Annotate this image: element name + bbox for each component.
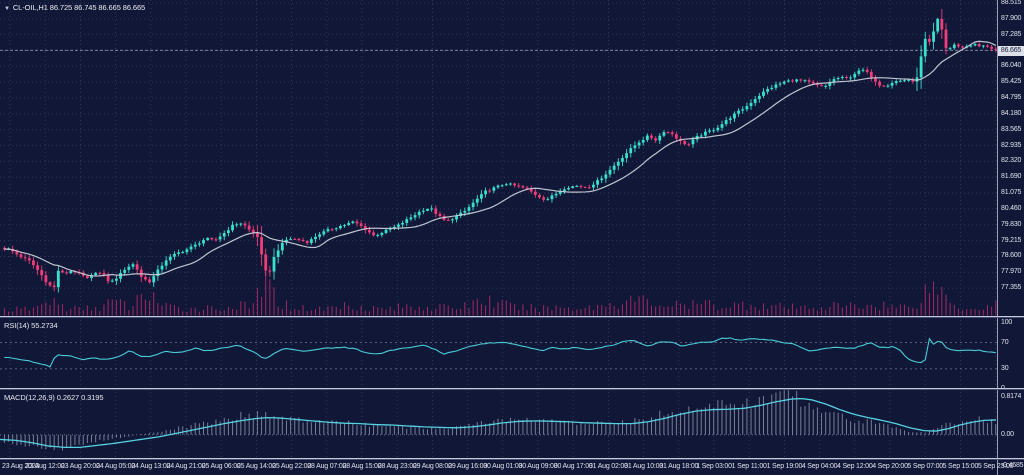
price-tick-label: 80.460 [1001, 204, 1022, 212]
macd-label: MACD(12,26,9) 0.2627 0.3195 [4, 393, 104, 402]
price-tick-label: 88.515 [1001, 0, 1022, 6]
time-tick-label: 25 Aug 14:00 [236, 463, 276, 470]
price-tick-label: 78.600 [1001, 252, 1022, 260]
time-tick-label: 23 Aug 20:00 [60, 463, 100, 470]
price-tick-label: 81.075 [1001, 189, 1022, 197]
price-tick-label: 79.830 [1001, 220, 1022, 228]
rsi-scale-label: 30 [1001, 364, 1009, 372]
price-tick-label: 84.795 [1001, 94, 1022, 102]
time-tick-label: 4 Sep 04:00 [801, 463, 838, 470]
panel-separator[interactable] [0, 316, 1024, 318]
price-tick-label: 81.690 [1001, 173, 1022, 181]
price-tick-label: 79.215 [1001, 236, 1022, 244]
time-tick-label: 5 Sep 15:00 [942, 463, 979, 470]
time-tick-label: 24 Aug 05:00 [96, 463, 136, 470]
time-tick-label: 30 Aug 17:00 [553, 463, 593, 470]
time-tick-label: 28 Aug 07:00 [307, 463, 347, 470]
price-tick-label: 86.040 [1001, 62, 1022, 70]
time-tick-label: 30 Aug 01:00 [483, 463, 523, 470]
time-tick-label: 1 Sep 11:00 [731, 463, 767, 470]
time-tick-label: 29 Aug 16:00 [448, 463, 488, 470]
time-tick-label: 24 Aug 13:00 [131, 463, 171, 470]
time-tick-label: 5 Sep 07:00 [907, 463, 943, 470]
panel-separator[interactable] [0, 388, 1024, 390]
panel-separator [0, 458, 1024, 460]
current-price-box: 86.665 [998, 45, 1024, 56]
time-tick-label: 31 Aug 02:00 [588, 463, 628, 470]
macd-scale-label: 0.00 [1001, 430, 1014, 438]
time-tick-label: 23 Aug 12:00 [25, 463, 65, 470]
macd-scale-label: 0.8174 [1001, 392, 1022, 400]
price-tick-label: 83.565 [1001, 125, 1022, 133]
macd-scale-label: -0.4685 [1001, 462, 1024, 469]
time-tick-label: 29 Aug 08:00 [412, 463, 452, 470]
time-tick-label: 4 Sep 12:00 [837, 463, 873, 470]
time-tick-label: 1 Sep 19:00 [766, 463, 803, 470]
time-tick-label: 23 Aug 2023 [2, 463, 40, 470]
time-tick-label: 4 Sep 20:00 [872, 463, 908, 470]
rsi-label: RSI(14) 55.2734 [4, 321, 58, 330]
price-tick-label: 87.285 [1001, 30, 1022, 38]
time-tick-label: 28 Aug 15:00 [342, 463, 382, 470]
time-tick-label: 24 Aug 21:00 [166, 463, 206, 470]
symbol-dropdown-icon[interactable]: ▼ [4, 6, 10, 12]
time-tick-label: 25 Aug 22:00 [272, 463, 312, 470]
time-tick-label: 31 Aug 10:00 [624, 463, 664, 470]
time-tick-label: 30 Aug 09:00 [518, 463, 558, 470]
time-tick-label: 1 Sep 03:00 [696, 463, 732, 470]
time-tick-label: 25 Aug 06:00 [201, 463, 241, 470]
rsi-scale-label: 70 [1001, 338, 1009, 346]
chart-title-symbol: CL-OIL,H1 [12, 3, 48, 12]
price-tick-label: 77.970 [1001, 268, 1022, 276]
time-tick-label: 31 Aug 18:00 [659, 463, 699, 470]
price-tick-label: 85.425 [1001, 78, 1022, 86]
price-tick-label: 82.935 [1001, 141, 1022, 149]
price-tick-label: 77.355 [1001, 284, 1022, 292]
price-tick-label: 82.320 [1001, 157, 1022, 165]
price-axis-border [997, 0, 998, 475]
time-tick-label: 28 Aug 23:00 [377, 463, 417, 470]
chart-title-ohlc: 86.725 86.745 86.665 86.665 [49, 3, 146, 12]
time-tick-label: 5 Sep 23:00 [977, 463, 1014, 470]
chart-title: ▼ CL-OIL,H1 86.725 86.745 86.665 86.665 [4, 3, 145, 12]
price-tick-label: 84.180 [1001, 109, 1022, 117]
rsi-scale-label: 100 [1001, 319, 1013, 326]
price-tick-label: 87.900 [1001, 14, 1022, 22]
